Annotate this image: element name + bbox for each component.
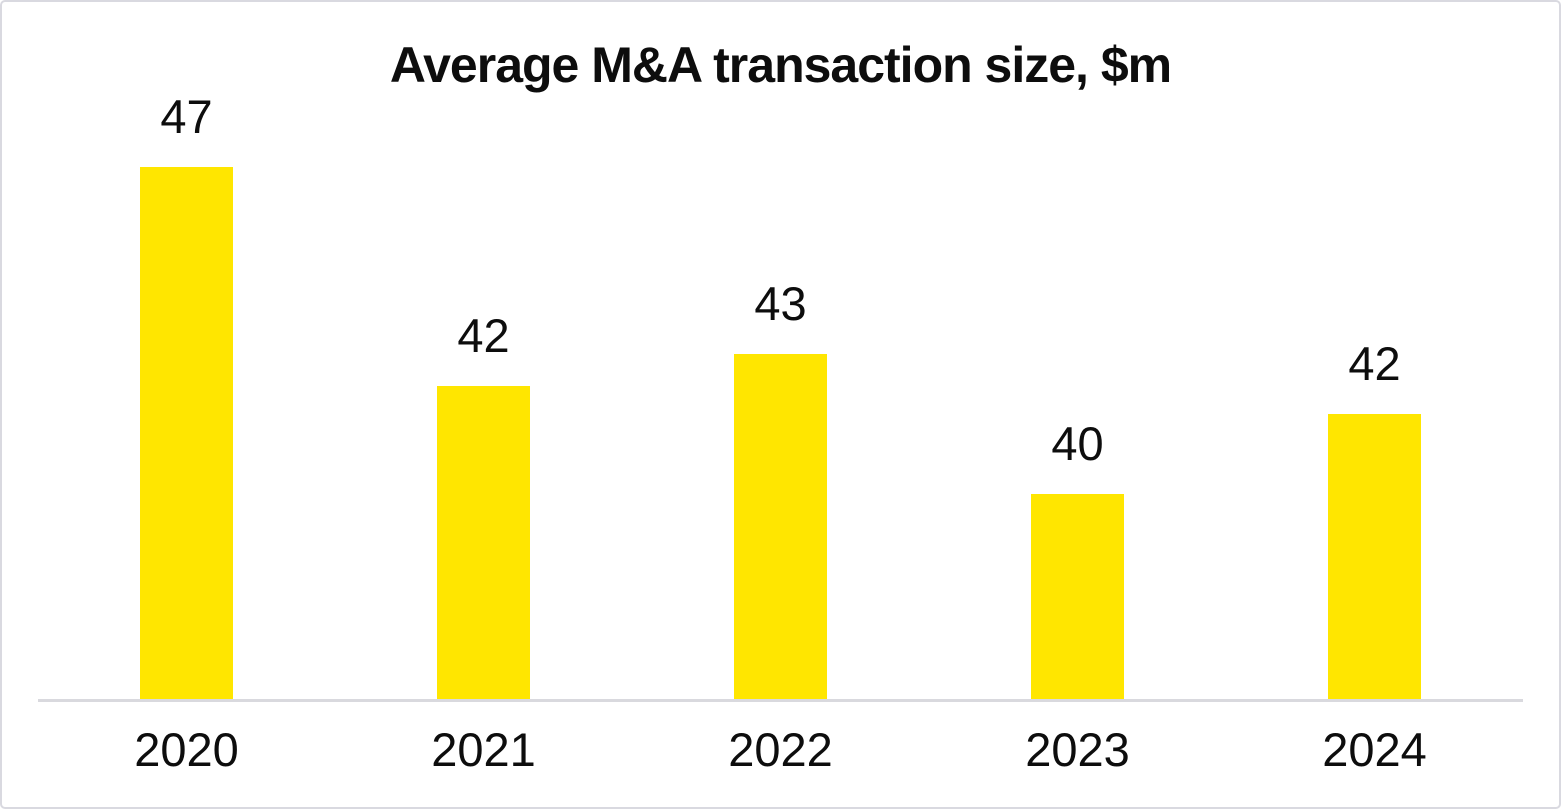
data-label-2021: 42 (457, 309, 510, 363)
data-label-2022: 43 (754, 277, 807, 331)
bar-2021 (437, 386, 530, 699)
bar-2023 (1031, 494, 1124, 699)
data-label-2023: 40 (1051, 417, 1104, 471)
x-axis-label-2022: 2022 (728, 723, 833, 776)
bar-group-2023: 40 (929, 418, 1226, 699)
bars-container: 47 42 43 40 42 (38, 91, 1523, 699)
data-label-2020: 47 (160, 90, 213, 144)
x-axis-label-2024: 2024 (1322, 723, 1427, 776)
x-axis-label-2021: 2021 (431, 723, 536, 776)
bar-group-2021: 42 (335, 310, 632, 699)
bar-2024 (1328, 414, 1421, 699)
bar-group-2024: 42 (1226, 338, 1523, 699)
bar-2020 (140, 167, 233, 699)
x-axis-labels: 2020 2021 2022 2023 2024 (38, 722, 1523, 778)
bar-group-2020: 47 (38, 91, 335, 699)
chart-title: Average M&A transaction size, $m (389, 37, 1172, 93)
data-label-2024: 42 (1348, 337, 1401, 391)
x-axis-label-2023: 2023 (1025, 723, 1130, 776)
x-axis-label-2020: 2020 (134, 723, 239, 776)
bar-2022 (734, 354, 827, 699)
bar-group-2022: 43 (632, 278, 929, 699)
x-axis-line (38, 699, 1523, 702)
